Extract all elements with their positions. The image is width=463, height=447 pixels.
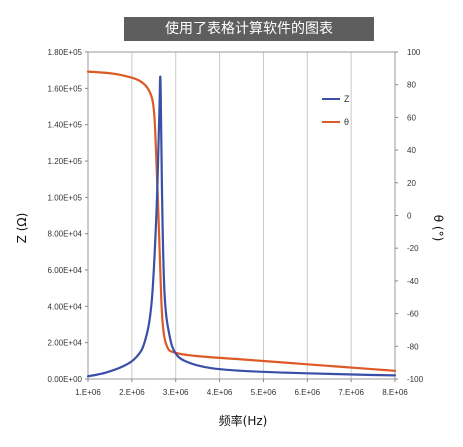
right-y-tick-label: 20 (407, 179, 416, 188)
x-tick-label: 7.E+06 (338, 388, 364, 397)
left-y-tick-label: 2.00E+04 (48, 339, 83, 348)
right-y-tick-label: 100 (407, 48, 421, 57)
legend-label-theta: θ (344, 117, 349, 127)
legend: Z θ (322, 94, 350, 127)
right-y-tick-label: 40 (407, 146, 416, 155)
x-tick-label: 8.E+06 (382, 388, 408, 397)
series-line-theta (86, 70, 397, 372)
left-y-axis-title: Z (Ω) (15, 213, 29, 244)
x-tick-label: 1.E+06 (75, 388, 101, 397)
chart-title: 使用了表格计算软件的图表 (124, 17, 374, 41)
right-y-axis-ticks: 100 80 60 40 20 0 -20 -40 -60 -80 -100 (395, 48, 424, 384)
left-y-tick-label: 4.00E+04 (48, 302, 83, 311)
left-y-axis-ticks: 0.00E+00 2.00E+04 4.00E+04 6.00E+04 8.00E+04… (48, 48, 88, 384)
grid-lines (131, 52, 352, 379)
x-tick-label: 3.E+06 (163, 388, 189, 397)
right-y-tick-label: 80 (407, 81, 416, 90)
series-layer (86, 70, 397, 378)
x-tick-label: 5.E+06 (251, 388, 277, 397)
left-y-tick-label: 1.40E+05 (48, 121, 83, 130)
right-y-axis-title: θ (°) (431, 215, 445, 242)
series-line-z (86, 75, 397, 378)
left-y-tick-label: 1.80E+05 (48, 48, 83, 57)
right-y-tick-label: -60 (407, 310, 419, 319)
legend-label-z: Z (344, 94, 350, 104)
left-y-tick-label: 1.20E+05 (48, 157, 83, 166)
x-tick-label: 2.E+06 (119, 388, 145, 397)
right-y-tick-label: -100 (407, 375, 424, 384)
x-tick-label: 6.E+06 (294, 388, 320, 397)
right-y-tick-label: -40 (407, 277, 419, 286)
right-y-tick-label: 0 (407, 212, 412, 221)
right-y-tick-label: -80 (407, 342, 419, 351)
left-y-tick-label: 6.00E+04 (48, 266, 83, 275)
right-y-tick-label: 60 (407, 113, 416, 122)
right-y-tick-label: -20 (407, 244, 419, 253)
left-y-tick-label: 1.00E+05 (48, 193, 83, 202)
x-axis-ticks: 1.E+06 2.E+06 3.E+06 4.E+06 5.E+06 6.E+06 7.E+… (75, 379, 408, 397)
left-y-tick-label: 8.00E+04 (48, 230, 83, 239)
x-tick-label: 4.E+06 (207, 388, 233, 397)
left-y-tick-label: 1.60E+05 (48, 84, 83, 93)
x-axis-title: 频率(Hz) (219, 413, 268, 428)
left-y-tick-label: 0.00E+00 (48, 375, 83, 384)
